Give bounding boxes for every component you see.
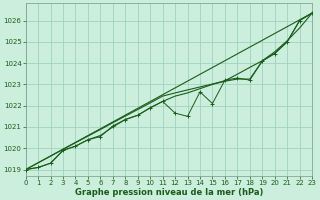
X-axis label: Graphe pression niveau de la mer (hPa): Graphe pression niveau de la mer (hPa) — [75, 188, 263, 197]
